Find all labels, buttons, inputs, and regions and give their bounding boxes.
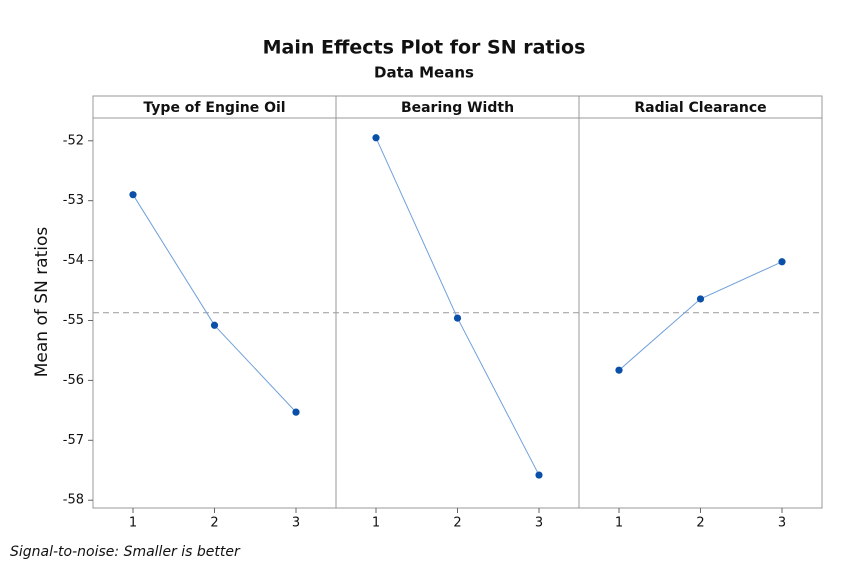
data-point [778, 258, 786, 266]
x-tick-label: 2 [210, 516, 218, 531]
data-point [696, 295, 705, 303]
y-tick-label: -56 [63, 373, 84, 388]
effect-line [132, 194, 297, 413]
plot-frame [92, 95, 823, 509]
y-axis-label: Mean of SN ratios [32, 227, 52, 378]
x-tick-label: 2 [696, 516, 704, 531]
panel-title: Bearing Width [401, 100, 514, 116]
data-point [535, 471, 543, 479]
y-tick-label: -58 [63, 493, 84, 508]
y-tick-label: -53 [63, 193, 84, 208]
data-point [372, 134, 380, 142]
data-point [210, 321, 219, 329]
panel-title: Radial Clearance [634, 100, 766, 116]
y-tick-label: -52 [63, 133, 84, 148]
y-tick-label: -54 [63, 253, 84, 268]
data-point [129, 191, 137, 199]
x-tick-label: 3 [535, 516, 543, 531]
chart-title: Main Effects Plot for SN ratios [263, 37, 586, 59]
x-tick-label: 1 [615, 516, 623, 531]
chart-subtitle: Data Means [374, 64, 474, 82]
data-point [292, 408, 300, 416]
x-tick-label: 3 [292, 516, 300, 531]
x-tick-label: 1 [372, 516, 380, 531]
data-point [453, 314, 462, 322]
data-point [615, 366, 623, 374]
effect-line [375, 137, 540, 476]
x-tick-label: 3 [778, 516, 786, 531]
y-tick-label: -55 [63, 313, 84, 328]
x-tick-label: 2 [453, 516, 461, 531]
effect-line [618, 261, 783, 371]
x-tick-label: 1 [129, 516, 137, 531]
panel-title: Type of Engine Oil [143, 100, 285, 116]
y-tick-label: -57 [63, 433, 84, 448]
footnote: Signal-to-noise: Smaller is better [10, 544, 241, 560]
